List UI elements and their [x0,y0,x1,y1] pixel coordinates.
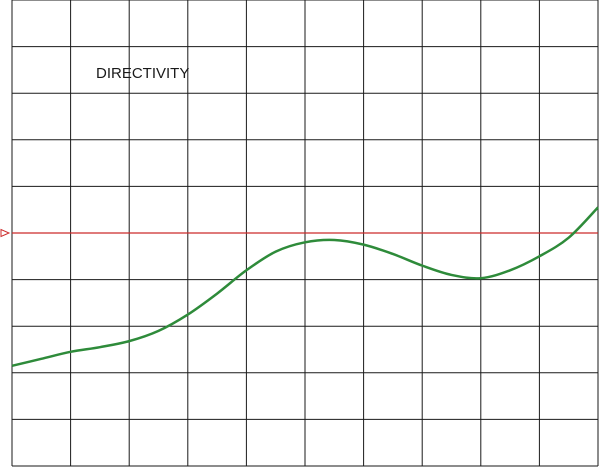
reference-marker-icon [0,228,11,238]
chart-title: DIRECTIVITY [96,65,189,82]
chart-grid [11,0,599,467]
series-line [11,206,599,368]
